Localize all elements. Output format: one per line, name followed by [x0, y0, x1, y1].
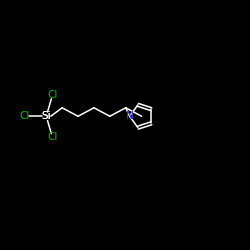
Text: Si: Si	[42, 111, 51, 121]
Text: Si: Si	[42, 111, 51, 121]
Text: Cl: Cl	[47, 132, 58, 142]
Text: Cl: Cl	[20, 111, 30, 121]
Text: N: N	[126, 111, 134, 121]
Text: N: N	[126, 111, 134, 121]
Text: Cl: Cl	[47, 90, 58, 100]
